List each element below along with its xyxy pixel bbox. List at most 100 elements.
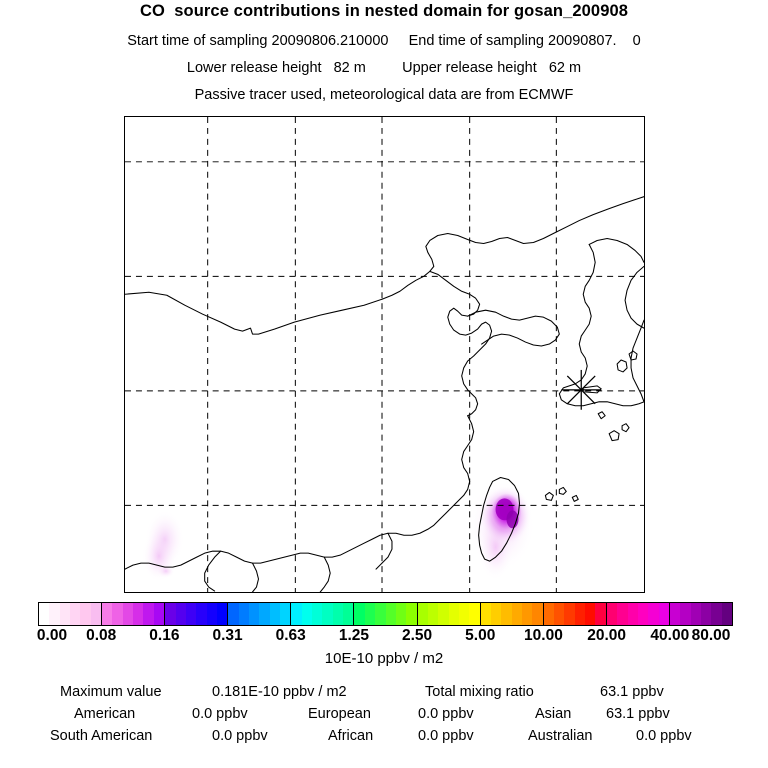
region-south-american-label: South American [50,728,153,744]
colorbar-step-10-1 [680,603,691,625]
colorbar-step-2-0 [165,603,176,625]
colorbar-step-7-1 [491,603,502,625]
colorbar-step-3-1 [238,603,249,625]
colorbar-step-4-2 [312,603,323,625]
colorbar-step-0-1 [49,603,60,625]
region-asian-value: 63.1 ppbv [606,706,670,722]
colorbar-step-5-5 [406,603,417,625]
colorbar-segment-1 [102,603,166,625]
sampling-time-line: Start time of sampling 20090806.210000 E… [127,33,641,49]
colorbar-step-3-5 [280,603,291,625]
colorbar-step-9-1 [617,603,628,625]
region-african-label: African [328,728,374,744]
colorbar-tick-1: 0.08 [86,627,117,644]
colorbar-step-0-4 [80,603,91,625]
colorbar-step-1-4 [143,603,154,625]
colorbar-step-1-3 [133,603,144,625]
colorbar-step-9-3 [637,603,649,625]
colorbar-step-2-4 [206,603,217,625]
region-american-label: American [74,706,136,722]
colorbar-tick-2: 0.16 [149,627,180,644]
colorbar-tick-5: 1.25 [338,627,369,644]
colorbar-step-1-5 [153,603,165,625]
colorbar-tick-9: 20.00 [587,627,627,644]
colorbar-step-10-5 [721,603,732,625]
colorbar-step-9-4 [648,603,659,625]
colorbar-tick-4: 0.63 [275,627,306,644]
colorbar-step-4-3 [322,603,333,625]
map-svg [125,117,644,592]
release-height-line: Lower release height 82 m Upper release … [186,60,582,76]
colorbar-container: 0.00 0.08 0.16 0.31 0.63 1.25 2.50 5.00 10.00 20.… [37,602,733,644]
colorbar-step-3-0 [228,603,239,625]
colorbar-step-2-3 [196,603,207,625]
colorbar-segment-10 [669,603,732,625]
colorbar-step-7-5 [532,603,543,625]
region-european-label: European [308,706,371,722]
colorbar-tick-11: 80.00 [691,627,731,644]
footer-row-summary: Maximum value 0.181E-10 ppbv / m2 Total … [0,684,768,706]
colorbar[interactable] [38,602,733,626]
colorbar-step-3-2 [248,603,260,625]
colorbar-step-2-1 [175,603,186,625]
colorbar-step-5-0 [354,603,365,625]
colorbar-step-4-0 [291,603,302,625]
map-plot-area[interactable] [124,116,645,593]
colorbar-tick-labels: 0.00 0.08 0.16 0.31 0.63 1.25 2.50 5.00 10.00 20.… [36,627,733,647]
region-african-value: 0.0 ppbv [418,728,474,744]
colorbar-tick-0: 0.00 [36,627,68,644]
colorbar-step-7-3 [511,603,523,625]
colorbar-step-10-0 [669,603,681,625]
region-asian-label: Asian [535,706,572,722]
colorbar-step-6-4 [458,603,470,625]
region-american-value: 0.0 ppbv [192,706,248,722]
region-european-value: 0.0 ppbv [418,706,474,722]
colorbar-step-6-5 [469,603,480,625]
colorbar-step-5-4 [395,603,407,625]
footer-row-regions-1: American 0.0 ppbv European 0.0 ppbv Asia… [0,706,768,728]
colorbar-step-3-4 [269,603,280,625]
colorbar-step-6-1 [427,603,439,625]
colorbar-step-2-5 [216,603,228,625]
gosan-receptor-star[interactable] [561,369,602,410]
colorbar-step-4-1 [301,603,313,625]
colorbar-step-7-2 [501,603,512,625]
colorbar-step-2-2 [185,603,197,625]
colorbar-step-10-3 [700,603,712,625]
tracer-meteo-line: Passive tracer used, meteorological data… [194,87,574,103]
colorbar-tick-3: 0.31 [212,627,243,644]
concentration-plume-layer [141,479,536,583]
max-value-label: Maximum value [60,684,162,700]
colorbar-tick-10: 40.00 [650,627,690,644]
colorbar-step-5-1 [364,603,376,625]
max-value-value: 0.181E-10 ppbv / m2 [212,684,347,700]
colorbar-segment-4 [291,603,355,625]
colorbar-step-9-5 [658,603,669,625]
colorbar-step-3-3 [259,603,270,625]
colorbar-step-6-2 [438,603,449,625]
page-title: CO source contributions in nested domain… [139,2,629,20]
region-south-american-value: 0.0 ppbv [212,728,268,744]
colorbar-step-1-2 [122,603,134,625]
colorbar-segment-7 [480,603,544,625]
colorbar-segment-5 [354,603,418,625]
colorbar-segment-3 [228,603,292,625]
colorbar-tick-8: 10.00 [524,627,563,644]
coastline-layer [125,196,644,592]
footer-row-regions-2: South American 0.0 ppbv African 0.0 ppbv… [0,728,768,750]
statistics-footer: Maximum value 0.181E-10 ppbv / m2 Total … [0,684,768,750]
colorbar-step-8-5 [595,603,606,625]
colorbar-step-7-0 [480,603,491,625]
colorbar-step-1-1 [112,603,123,625]
colorbar-step-8-1 [554,603,565,625]
colorbar-segment-9 [606,603,670,625]
colorbar-step-8-3 [574,603,586,625]
colorbar-step-9-0 [606,603,618,625]
colorbar-step-6-3 [448,603,459,625]
total-mixing-ratio-value: 63.1 ppbv [600,684,664,700]
colorbar-tick-6: 2.50 [401,627,433,644]
colorbar-step-4-4 [332,603,344,625]
colorbar-segment-0 [39,603,103,625]
colorbar-step-10-4 [711,603,722,625]
